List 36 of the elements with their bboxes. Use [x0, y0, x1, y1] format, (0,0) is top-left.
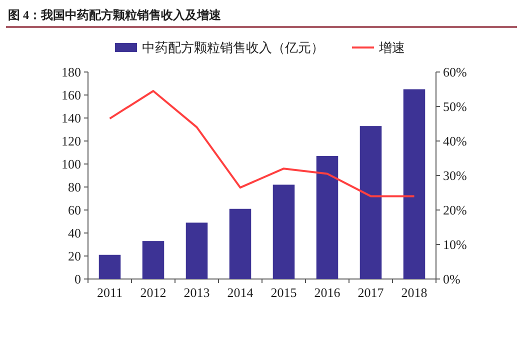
- y2-tick-label: 20%: [443, 202, 467, 218]
- x-tick-label: 2014: [227, 285, 254, 300]
- bar: [272, 184, 295, 279]
- y-tick-label: 80: [68, 180, 81, 194]
- y2-tick-label: 30%: [443, 168, 467, 183]
- x-tick-label: 2011: [96, 285, 123, 300]
- bar: [403, 89, 426, 279]
- chart-title: 图 4：我国中药配方颗粒销售收入及增速: [8, 8, 222, 22]
- y-tick-label: 180: [62, 64, 81, 80]
- y-tick-label: 0: [74, 272, 81, 286]
- y-tick-label: 100: [62, 156, 81, 172]
- x-tick-label: 2013: [184, 285, 210, 300]
- x-tick-label: 2017: [358, 285, 384, 300]
- x-tick-label: 2015: [270, 285, 297, 300]
- y2-tick-label: 40%: [443, 134, 467, 148]
- y-tick-label: 140: [62, 110, 81, 126]
- y2-tick-label: 50%: [443, 99, 467, 114]
- y-tick-label: 40: [68, 226, 81, 240]
- y-tick-label: 20: [68, 248, 81, 264]
- y2-tick-label: 0%: [443, 272, 460, 286]
- bar: [360, 126, 382, 279]
- bar: [98, 254, 121, 279]
- y2-tick-label: 60%: [443, 64, 467, 80]
- x-tick-label: 2018: [401, 285, 428, 300]
- y2-tick-label: 10%: [443, 237, 467, 252]
- bar: [229, 208, 252, 279]
- legend-label: 中药配方颗粒销售收入（亿元）: [142, 40, 324, 55]
- y-tick-label: 160: [62, 88, 81, 102]
- x-tick-label: 2016: [314, 285, 341, 300]
- bar: [316, 156, 338, 279]
- y-tick-label: 60: [68, 202, 81, 218]
- y-tick-label: 120: [62, 134, 81, 148]
- bar: [142, 241, 164, 279]
- bar: [186, 222, 208, 279]
- legend-label: 增速: [378, 40, 405, 55]
- x-tick-label: 2012: [140, 285, 166, 300]
